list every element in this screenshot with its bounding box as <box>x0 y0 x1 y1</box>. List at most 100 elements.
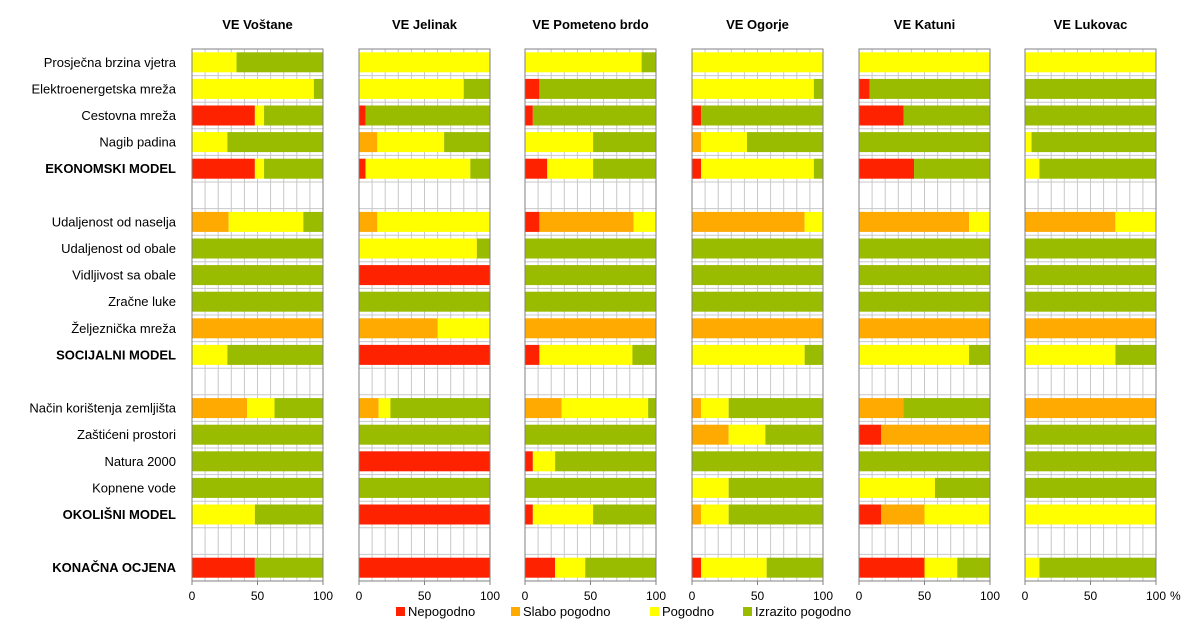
bar-segment-pogodno <box>377 132 445 153</box>
bar-segment-pogodno <box>525 132 594 153</box>
bar-segment-izrazito-pogodno <box>1115 344 1156 365</box>
bar-segment-izrazito-pogodno <box>1025 78 1156 99</box>
bar-segment-nepogodno <box>525 504 533 525</box>
bar-segment-pogodno <box>1025 557 1040 578</box>
bar-segment-izrazito-pogodno <box>1025 291 1156 312</box>
bar-segment-slabo-pogodno <box>859 211 970 232</box>
bar-segment-slabo-pogodno <box>692 398 702 419</box>
bar-segment-izrazito-pogodno <box>859 291 990 312</box>
bar-segment-pogodno <box>247 398 275 419</box>
panel-title: VE Katuni <box>894 17 955 32</box>
bar-segment-izrazito-pogodno <box>1039 158 1156 179</box>
legend-swatch <box>396 607 405 616</box>
bar-segment-izrazito-pogodno <box>914 158 990 179</box>
bar-segment-pogodno <box>692 52 823 73</box>
tick-label: 0 <box>356 589 363 603</box>
bar-segment-pogodno <box>228 211 304 232</box>
bar-segment-slabo-pogodno <box>881 504 925 525</box>
bar-segment-slabo-pogodno <box>692 424 729 445</box>
panel-title: VE Jelinak <box>392 17 458 32</box>
bar-segment-pogodno <box>192 52 237 73</box>
bar-segment-izrazito-pogodno <box>227 132 323 153</box>
tick-label: 0 <box>1022 589 1029 603</box>
tick-label: 50 <box>918 589 932 603</box>
bar-segment-izrazito-pogodno <box>813 78 823 99</box>
bar-segment-pogodno <box>804 211 823 232</box>
bar-segment-pogodno <box>365 158 471 179</box>
bar-segment-izrazito-pogodno <box>1031 132 1156 153</box>
bar-segment-nepogodno <box>692 105 702 126</box>
bar-segment-slabo-pogodno <box>692 318 823 339</box>
bar-segment-nepogodno <box>525 158 548 179</box>
bar-segment-izrazito-pogodno <box>470 158 490 179</box>
bar-segment-izrazito-pogodno <box>593 158 656 179</box>
panel: VE Jelinak 0 50 100 <box>356 17 501 603</box>
legend-label: Pogodno <box>662 604 714 619</box>
bar-segment-pogodno <box>192 132 228 153</box>
bar-segment-pogodno <box>969 211 990 232</box>
bar-segment-slabo-pogodno <box>881 424 990 445</box>
bar-segment-pogodno <box>437 318 490 339</box>
bar-segment-izrazito-pogodno <box>192 238 323 259</box>
bar-segment-pogodno <box>701 504 729 525</box>
bar-segment-nepogodno <box>525 211 540 232</box>
row-label: Kopnene vode <box>92 480 176 495</box>
bar-segment-izrazito-pogodno <box>692 291 823 312</box>
bar-segment-izrazito-pogodno <box>593 504 656 525</box>
legend-label: Slabo pogodno <box>523 604 610 619</box>
bar-segment-nepogodno <box>859 105 904 126</box>
bar-segment-pogodno <box>692 477 729 498</box>
bar-segment-slabo-pogodno <box>192 398 248 419</box>
bar-segment-izrazito-pogodno <box>264 158 323 179</box>
tick-label: 0 <box>689 589 696 603</box>
bar-segment-nepogodno <box>692 557 702 578</box>
bar-segment-izrazito-pogodno <box>264 105 323 126</box>
row-label: Prosječna brzina vjetra <box>44 55 177 70</box>
row-label: KONAČNA OCJENA <box>52 560 176 575</box>
bar-segment-nepogodno <box>359 105 366 126</box>
bar-segment-izrazito-pogodno <box>192 451 323 472</box>
bar-segment-izrazito-pogodno <box>692 451 823 472</box>
bar-segment-nepogodno <box>192 158 255 179</box>
row-label: Zračne luke <box>108 294 176 309</box>
bar-segment-nepogodno <box>859 424 882 445</box>
bar-segment-pogodno <box>692 78 814 99</box>
row-label: Natura 2000 <box>104 454 176 469</box>
bar-segment-izrazito-pogodno <box>525 291 656 312</box>
bar-segment-pogodno <box>378 398 391 419</box>
bar-segment-izrazito-pogodno <box>359 477 490 498</box>
legend-item: Nepogodno <box>396 604 475 619</box>
tick-label: 100 <box>313 589 333 603</box>
tick-label: 50 <box>584 589 598 603</box>
bar-segment-slabo-pogodno <box>525 318 656 339</box>
bar-segment-pogodno <box>532 504 594 525</box>
bar-segment-pogodno <box>1115 211 1156 232</box>
bar-segment-izrazito-pogodno <box>765 424 823 445</box>
bar-segment-pogodno <box>859 477 935 498</box>
row-label: OKOLIŠNI MODEL <box>63 507 176 522</box>
bar-segment-pogodno <box>359 78 464 99</box>
bar-segment-izrazito-pogodno <box>192 477 323 498</box>
bar-segment-pogodno <box>192 504 255 525</box>
bar-segment-izrazito-pogodno <box>641 52 656 73</box>
bar-segment-nepogodno <box>692 158 702 179</box>
legend-item: Izrazito pogodno <box>743 604 851 619</box>
bar-segment-pogodno <box>547 158 594 179</box>
bar-segment-slabo-pogodno <box>1025 211 1116 232</box>
bar-segment-slabo-pogodno <box>359 132 378 153</box>
unit-label: % <box>1170 589 1181 603</box>
bar-segment-izrazito-pogodno <box>701 105 823 126</box>
panel-title: VE Voštane <box>222 17 293 32</box>
bar-segment-izrazito-pogodno <box>463 78 490 99</box>
bar-segment-izrazito-pogodno <box>525 265 656 286</box>
panel-title: VE Ogorje <box>726 17 789 32</box>
bar-segment-nepogodno <box>525 78 540 99</box>
panel: VE Ogorje 0 50 100 <box>689 17 834 603</box>
bar-segment-slabo-pogodno <box>525 398 562 419</box>
bar-segment-izrazito-pogodno <box>1025 105 1156 126</box>
bar-segment-izrazito-pogodno <box>728 398 823 419</box>
bar-segment-izrazito-pogodno <box>648 398 656 419</box>
bar-segment-pogodno <box>692 344 805 365</box>
bar-segment-pogodno <box>859 344 970 365</box>
bar-segment-nepogodno <box>192 105 255 126</box>
